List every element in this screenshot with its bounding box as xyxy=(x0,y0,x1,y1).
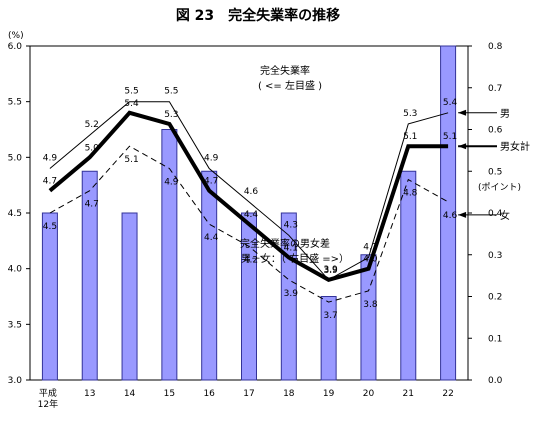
difference-bar xyxy=(161,129,178,381)
x-tick-label: 18 xyxy=(283,389,295,399)
chart-title: 図 23 完全失業率の推移 xyxy=(176,7,340,24)
data-label: 3.7 xyxy=(323,311,337,321)
right-tick-label: 0.0 xyxy=(488,376,503,386)
x-tick-label: 平成 xyxy=(39,387,57,399)
left-axis-unit: (%) xyxy=(8,31,24,41)
legend-arrow-head xyxy=(458,143,467,150)
x-tick-label: 16 xyxy=(203,389,215,399)
data-label: 3.9 xyxy=(284,289,299,299)
rate-lines xyxy=(48,101,449,303)
left-axis: 3.0 3.5 4.0 4.5 5.0 5.5 6.0 xyxy=(8,42,30,386)
x-tick-label: 13 xyxy=(84,389,95,399)
difference-bar xyxy=(440,45,457,381)
bars-annotation-subtitle: 男－女：（ 右目盛 =>） xyxy=(241,252,349,265)
difference-bar xyxy=(241,212,257,381)
left-tick-label: 3.5 xyxy=(8,320,22,330)
x-tick-label: 19 xyxy=(323,389,335,399)
bars-annotation-title: 完全失業率の男女差 xyxy=(240,237,330,250)
series-line-thick-solid xyxy=(48,110,449,282)
data-label: 4.1 xyxy=(284,244,298,254)
left-tick-label: 6.0 xyxy=(8,42,23,52)
data-label: 4.1 xyxy=(363,243,377,253)
data-label: 5.2 xyxy=(85,120,99,130)
data-label: 5.3 xyxy=(403,109,417,119)
series-line-dashed xyxy=(49,145,449,303)
data-label: 5.5 xyxy=(164,87,178,97)
lines-annotation-subtitle: ( <= 左目盛 ) xyxy=(258,79,322,92)
right-tick-label: 0.1 xyxy=(488,334,502,344)
right-tick-label: 0.2 xyxy=(488,293,502,303)
data-label: 5.4 xyxy=(124,99,139,109)
x-tick-label: 15 xyxy=(164,389,175,399)
difference-bars xyxy=(41,45,457,381)
left-tick-label: 5.0 xyxy=(8,153,23,163)
data-label: 4.9 xyxy=(164,177,179,187)
difference-bar xyxy=(41,212,58,381)
right-tick-label: 0.5 xyxy=(488,167,502,177)
data-label: 5.5 xyxy=(124,87,138,97)
legend-arrow-head xyxy=(458,109,467,116)
data-label: 4.7 xyxy=(43,177,57,187)
data-label: 5.1 xyxy=(124,155,138,165)
difference-bar xyxy=(400,170,417,381)
data-label: 3.9 xyxy=(323,265,338,275)
legend-label: 男女計 xyxy=(500,140,530,153)
data-label: 4.6 xyxy=(443,211,458,221)
difference-bar xyxy=(121,212,138,381)
data-label: 5.1 xyxy=(403,132,417,142)
data-label: 5.0 xyxy=(85,143,100,153)
data-label: 4.2 xyxy=(244,255,258,265)
data-label: 5.4 xyxy=(443,98,458,108)
difference-bar xyxy=(201,170,218,381)
data-label: 4.8 xyxy=(403,189,418,199)
right-axis-unit: (ポイント) xyxy=(478,182,521,193)
data-label: 3.8 xyxy=(363,300,378,310)
right-tick-label: 0.4 xyxy=(488,209,503,219)
lines-annotation-title: 完全失業率 xyxy=(260,64,310,77)
series-line-thin-solid xyxy=(49,101,449,281)
right-tick-label: 0.7 xyxy=(488,84,502,94)
x-tick-label: 22 xyxy=(442,389,453,399)
difference-bar xyxy=(360,254,377,381)
left-tick-label: 4.5 xyxy=(8,209,22,219)
data-label: 4.7 xyxy=(85,200,99,210)
left-tick-label: 4.0 xyxy=(8,265,23,275)
x-tick-label: 14 xyxy=(124,389,136,399)
data-labels: 4.9 5.2 5.5 5.5 4.9 4.6 4.3 3.9 4.1 5.3 5.4 4.7 5.0 5… xyxy=(43,87,458,321)
data-label: 4.9 xyxy=(204,153,219,163)
difference-bar xyxy=(320,296,337,381)
data-label: 3.9 xyxy=(323,266,338,276)
x-tick-label: 21 xyxy=(403,389,414,399)
data-label: 4.4 xyxy=(204,233,219,243)
difference-bar xyxy=(81,170,98,381)
right-axis: 0.0 0.1 0.2 0.3 0.4 0.5 0.6 0.7 0.8 xyxy=(468,42,503,386)
legend-arrow-head xyxy=(458,211,467,218)
right-tick-label: 0.3 xyxy=(488,251,502,261)
x-tick-label: 20 xyxy=(363,389,375,399)
data-label: 4.7 xyxy=(204,177,218,187)
data-label: 4.4 xyxy=(244,210,259,220)
data-label: 4.3 xyxy=(284,220,298,230)
legend-label: 女 xyxy=(500,209,510,222)
right-tick-label: 0.6 xyxy=(488,126,503,136)
data-label: 4.9 xyxy=(43,153,58,163)
data-label: 5.1 xyxy=(443,132,457,142)
x-tick-label: 12年 xyxy=(38,398,58,410)
x-tick-label: 17 xyxy=(243,389,254,399)
left-tick-label: 3.0 xyxy=(8,376,23,386)
data-label: 4.5 xyxy=(43,222,57,232)
left-tick-label: 5.5 xyxy=(8,98,22,108)
right-tick-label: 0.8 xyxy=(488,42,503,52)
data-label: 4.0 xyxy=(363,255,378,265)
data-label: 5.3 xyxy=(164,110,178,120)
legend-label: 男 xyxy=(500,108,510,120)
data-label: 4.6 xyxy=(244,187,259,197)
